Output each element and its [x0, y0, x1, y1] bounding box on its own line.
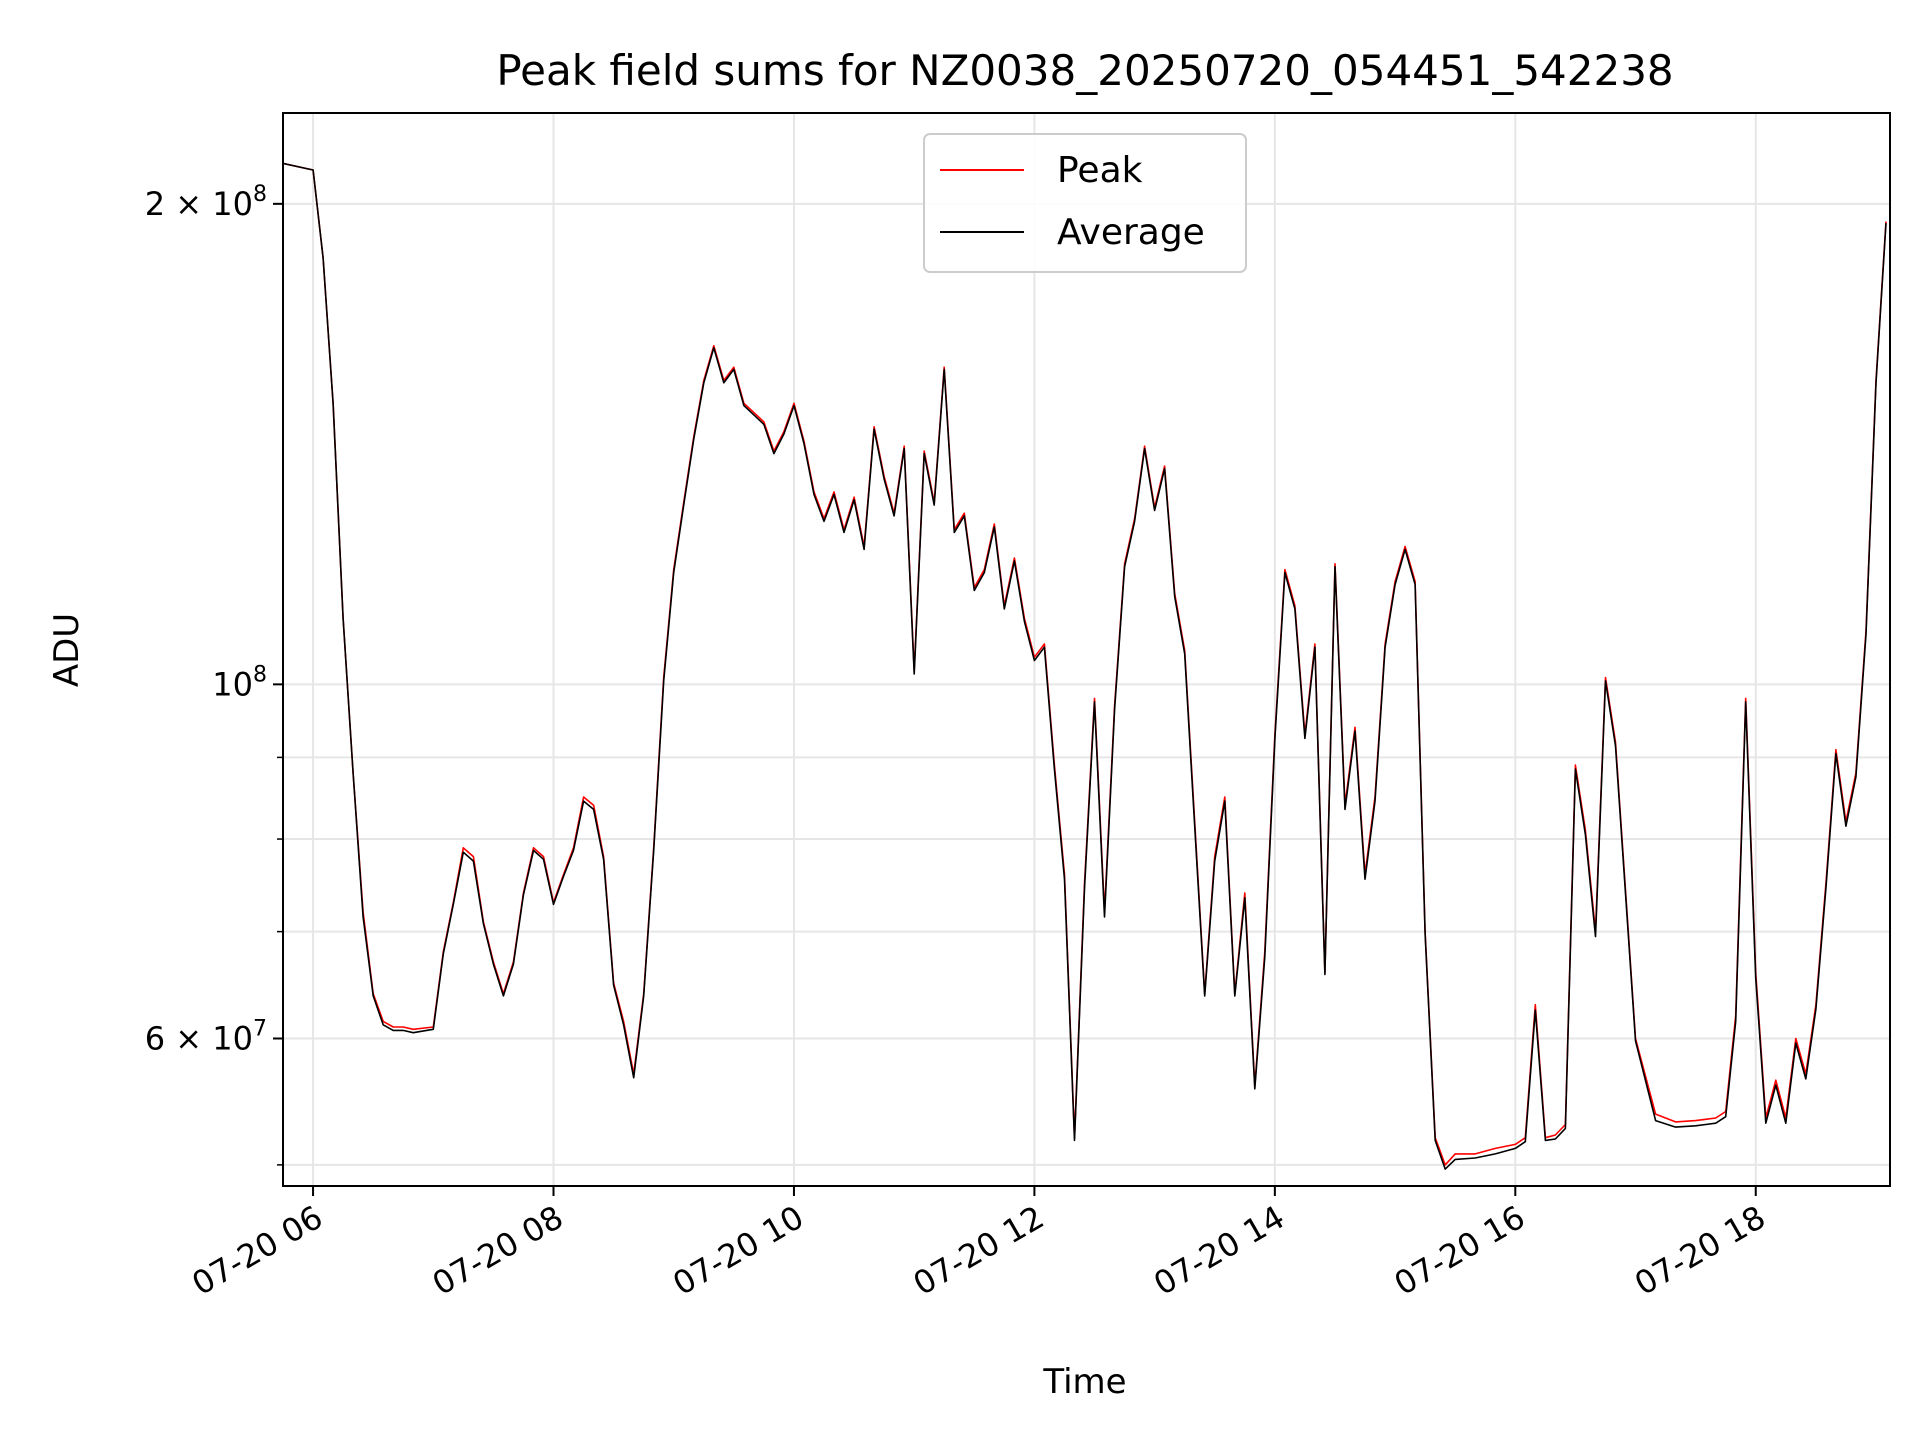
y-tick-label: 2 × 108: [145, 182, 267, 223]
legend-label-average: Average: [1057, 212, 1205, 253]
y-axis-label: ADU: [47, 613, 87, 687]
chart-title: Peak field sums for NZ0038_20250720_0544…: [496, 46, 1673, 95]
y-tick-label: 6 × 107: [145, 1016, 267, 1057]
plot-area: [283, 162, 1887, 1170]
average-line: [283, 162, 1887, 1170]
legend: Peak Average: [923, 133, 1247, 273]
legend-box: [923, 133, 1247, 273]
x-axis-label: Time: [1042, 1362, 1126, 1402]
legend-label-peak: Peak: [1057, 150, 1143, 191]
plot-frame: [282, 112, 1891, 1187]
